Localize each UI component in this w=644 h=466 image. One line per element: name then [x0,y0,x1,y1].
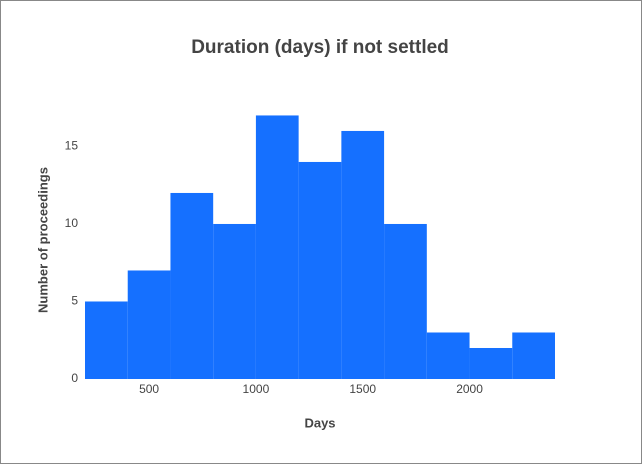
bar [512,332,555,379]
bar [213,224,256,379]
page: {"chart_data": {"type": "histogram", "ti… [0,0,644,466]
bar [299,162,342,379]
chart: Duration (days) if not settled Days Numb… [0,0,644,466]
y-tick-label: 15 [65,139,79,153]
x-tick-label: 500 [139,382,159,396]
bar [341,131,384,379]
x-axis-title: Days [304,415,335,430]
y-tick-label: 5 [71,294,78,308]
bar [384,224,427,379]
bar [128,270,171,379]
y-tick-label: 10 [65,216,79,230]
bar [256,115,299,379]
y-axis-title: Number of proceedings [35,167,50,313]
y-tick-label: 0 [71,371,78,385]
bar [170,193,213,379]
x-tick-label: 1500 [349,382,376,396]
bar [427,332,470,379]
bar [85,301,128,379]
bar [470,348,513,379]
x-tick-label: 1000 [243,382,270,396]
x-tick-label: 2000 [456,382,483,396]
chart-title: Duration (days) if not settled [191,37,449,58]
